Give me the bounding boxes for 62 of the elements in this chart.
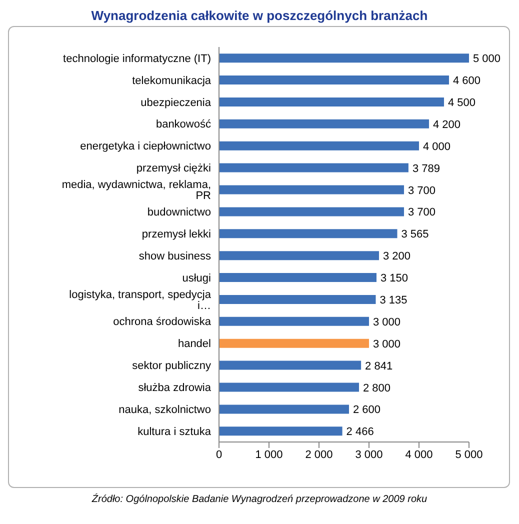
x-tick-label: 0: [216, 448, 222, 461]
bar: [219, 426, 342, 436]
data-label: 3 700: [408, 206, 436, 219]
y-tick-label: ubezpieczenia: [140, 96, 212, 109]
data-label: 4 000: [423, 140, 451, 153]
x-tick-label: 3 000: [355, 448, 383, 461]
y-tick-label: logistyka, transport, spedycja i…: [69, 288, 212, 312]
y-tick-label: bankowość: [156, 118, 212, 131]
bar: [219, 273, 376, 282]
bar: [219, 404, 349, 414]
y-tick-label: usługi: [182, 272, 211, 284]
bar: [219, 97, 444, 106]
data-label: 3 150: [380, 272, 408, 285]
data-label: 3 565: [401, 228, 429, 241]
bar: [219, 229, 398, 238]
x-tick-label: 1 000: [255, 448, 283, 461]
bar: [219, 76, 449, 85]
data-label: 5 000: [473, 53, 501, 66]
bar: [219, 54, 469, 63]
y-tick-label: ochrona środowiska: [113, 316, 212, 328]
data-label: 3 135: [380, 294, 408, 306]
y-tick-label: show business: [138, 250, 212, 262]
bar: [219, 251, 379, 260]
x-tick-label: 2 000: [305, 448, 333, 461]
bar: [219, 119, 429, 128]
x-tick-label: 5 000: [455, 448, 483, 461]
bar: [219, 163, 408, 172]
bar: [219, 294, 376, 304]
chart-title: Wynagrodzenia całkowite w poszczególnych branżach: [90, 8, 429, 25]
y-tick-label: nauka, szkolnictwo: [118, 404, 211, 416]
bar: [219, 360, 362, 370]
data-label: 4 200: [433, 118, 461, 131]
data-label: 2 466: [346, 426, 374, 438]
y-tick-label: kultura i sztuka: [138, 426, 212, 438]
data-label: 4 600: [453, 75, 481, 88]
bar: [219, 338, 369, 348]
bar: [219, 207, 404, 216]
y-tick-label: energetyka i ciepłownictwo: [80, 140, 211, 153]
data-label: 2 800: [363, 382, 391, 394]
x-tick-label: 4 000: [405, 448, 433, 461]
text: Źródło: Ogólnopolskie Badanie Wynagrodzeń przeprowadzone w 2009 roku: [90, 494, 428, 505]
y-tick-label: media, wydawnictwa, reklama, PR: [62, 179, 212, 202]
data-label: 4 500: [448, 96, 476, 109]
data-label: 3 000: [373, 338, 401, 350]
data-label: 2 841: [365, 360, 393, 372]
y-tick-label: telekomunikacja: [132, 74, 212, 87]
data-label: 3 789: [412, 162, 440, 175]
y-tick-label: sektor publiczny: [132, 360, 212, 372]
y-tick-label: służba zdrowia: [138, 382, 212, 394]
bar: [219, 185, 404, 194]
y-tick-label: przemysł lekki: [142, 228, 211, 240]
y-tick-label: technologie informatyczne (IT): [63, 52, 211, 65]
bar: [219, 316, 369, 326]
bar: [219, 382, 359, 392]
y-tick-label: handel: [178, 338, 211, 350]
data-label: 3 700: [408, 184, 436, 197]
bar: [219, 141, 419, 150]
data-label: 3 200: [383, 250, 411, 263]
data-label: 3 000: [373, 316, 401, 328]
y-tick-label: przemysł ciężki: [136, 162, 211, 175]
data-label: 2 600: [353, 404, 381, 416]
y-tick-label: budownictwo: [147, 206, 211, 218]
